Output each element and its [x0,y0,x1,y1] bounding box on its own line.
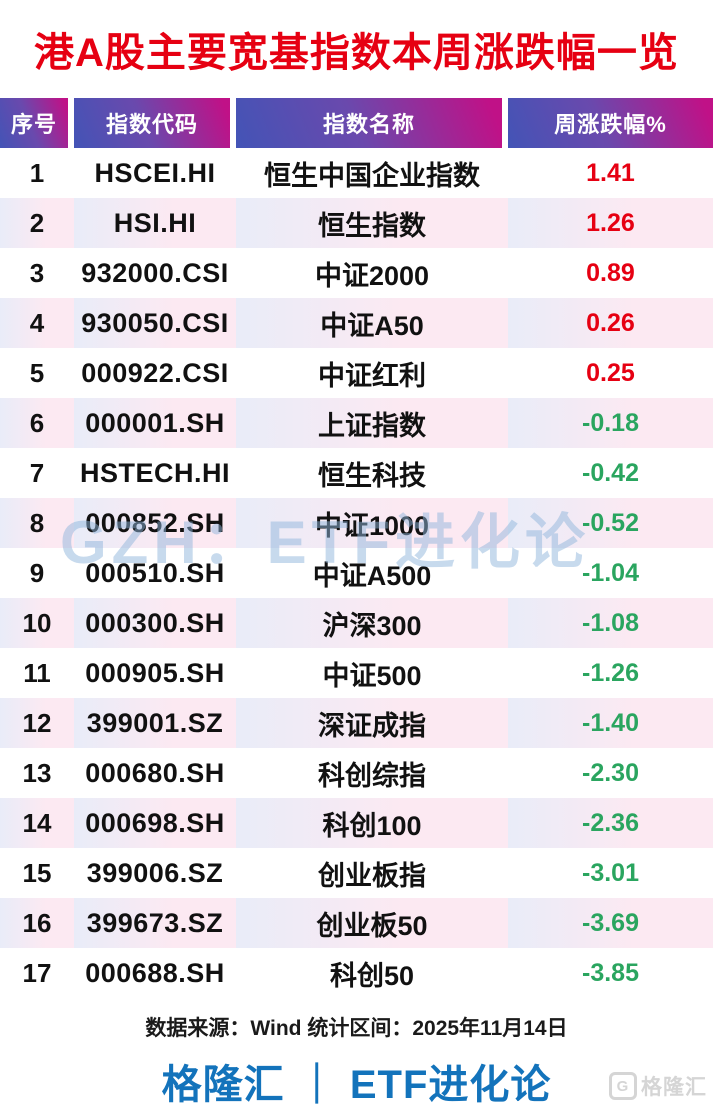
row-number: 3 [29,257,45,288]
index-code: 932000.CSI [81,257,229,288]
weekly-change: -1.04 [582,558,639,587]
index-name: 上证指数 [236,398,508,448]
weekly-change: -0.18 [508,398,713,448]
row-number: 10 [0,598,74,648]
index-code: 000680.SH [85,757,225,788]
weekly-change: 0.25 [586,358,635,387]
index-name: 恒生科技 [318,460,426,491]
index-name: 恒生中国企业指数 [264,160,480,191]
table-row: 8 000852.SH 中证1000 -0.52 [0,498,713,548]
weekly-change: -3.69 [508,898,713,948]
index-code: 000922.CSI [81,357,229,388]
weekly-change: 0.89 [586,258,635,287]
data-source-line: 数据来源：Wind 统计区间：2025年11月14日 [145,1017,568,1040]
index-code: 399001.SZ [74,698,236,748]
weekly-change: -3.01 [582,858,639,887]
table-row: 9 000510.SH 中证A500 -1.04 [0,548,713,598]
index-code: 000510.SH [85,557,225,588]
row-number: 14 [0,798,74,848]
table-row: 14 000698.SH 科创100 -2.36 [0,798,713,848]
index-code: 000300.SH [74,598,236,648]
table-row: 11 000905.SH 中证500 -1.26 [0,648,713,698]
table-row: 4 930050.CSI 中证A50 0.26 [0,298,713,348]
index-name: 中证1000 [236,498,508,548]
index-change-table: 序号 指数代码 指数名称 周涨跌幅% 1 HSCEI.HI 恒生中国企业指数 1.41… [0,98,713,998]
header-cell-code: 指数代码 [74,98,230,148]
table-row: 2 HSI.HI 恒生指数 1.26 [0,198,713,248]
branding-line: 格隆汇 ｜ ETF进化论 [161,1063,552,1107]
weekly-change: -1.26 [582,658,639,687]
row-number: 7 [29,457,45,488]
weekly-change: 1.26 [508,198,713,248]
weekly-change: -1.40 [508,698,713,748]
row-number: 15 [22,857,52,888]
table-row: 6 000001.SH 上证指数 -0.18 [0,398,713,448]
index-code: 000852.SH [74,498,236,548]
table-row: 1 HSCEI.HI 恒生中国企业指数 1.41 [0,148,713,198]
page-title: 港A股主要宽基指数本周涨跌幅一览 [34,31,679,75]
table-row: 13 000680.SH 科创综指 -2.30 [0,748,713,798]
index-code: 000905.SH [85,657,225,688]
index-name: 沪深300 [236,598,508,648]
weekly-change: 1.41 [586,158,635,187]
index-name: 科创综指 [318,760,426,791]
index-code: 399673.SZ [74,898,236,948]
glh-logo-label: 格隆汇 [641,1076,707,1099]
row-number: 8 [0,498,74,548]
glh-logo-icon: G [609,1072,637,1100]
table-row: 16 399673.SZ 创业板50 -3.69 [0,898,713,948]
index-code: 000698.SH [74,798,236,848]
weekly-change: -2.30 [582,758,639,787]
weekly-change: -0.42 [582,458,639,487]
header-cell-change: 周涨跌幅% [508,98,713,148]
header-cell-name: 指数名称 [236,98,502,148]
index-code: 000001.SH [74,398,236,448]
weekly-change: -3.85 [582,958,639,987]
index-name: 深证成指 [236,698,508,748]
row-number: 4 [0,298,74,348]
weekly-change: -1.08 [508,598,713,648]
table-row: 17 000688.SH 科创50 -3.85 [0,948,713,998]
index-name: 创业板50 [236,898,508,948]
table-row: 5 000922.CSI 中证红利 0.25 [0,348,713,398]
index-name: 恒生指数 [236,198,508,248]
index-code: 930050.CSI [74,298,236,348]
index-code: HSCEI.HI [94,157,216,188]
row-number: 17 [22,957,52,988]
table-body: 1 HSCEI.HI 恒生中国企业指数 1.41 2 HSI.HI 恒生指数 1.26 3 932… [0,148,713,998]
index-code: HSTECH.HI [79,457,230,488]
table-row: 10 000300.SH 沪深300 -1.08 [0,598,713,648]
table-header-row: 序号 指数代码 指数名称 周涨跌幅% [0,98,713,148]
table-row: 7 HSTECH.HI 恒生科技 -0.42 [0,448,713,498]
row-number: 1 [29,157,45,188]
index-name: 创业板指 [318,860,426,891]
index-name: 中证红利 [318,360,426,391]
row-number: 12 [0,698,74,748]
table-row: 12 399001.SZ 深证成指 -1.40 [0,698,713,748]
row-number: 9 [29,557,45,588]
row-number: 16 [0,898,74,948]
index-code: HSI.HI [74,198,236,248]
row-number: 5 [29,357,45,388]
corner-logo: G 格隆汇 [609,1071,707,1101]
header-cell-seq: 序号 [0,98,68,148]
row-number: 11 [23,657,51,688]
index-code: 399006.SZ [86,857,224,888]
index-code: 000688.SH [85,957,225,988]
row-number: 2 [0,198,74,248]
weekly-change: -0.52 [508,498,713,548]
weekly-change: 0.26 [508,298,713,348]
table-row: 15 399006.SZ 创业板指 -3.01 [0,848,713,898]
row-number: 6 [0,398,74,448]
index-name: 科创50 [329,960,415,991]
index-name: 科创100 [236,798,508,848]
index-name: 中证A50 [236,298,508,348]
row-number: 13 [22,757,52,788]
index-name: 中证A500 [312,560,432,591]
table-row: 3 932000.CSI 中证2000 0.89 [0,248,713,298]
weekly-change: -2.36 [508,798,713,848]
index-name: 中证500 [322,660,422,691]
index-name: 中证2000 [314,260,430,291]
